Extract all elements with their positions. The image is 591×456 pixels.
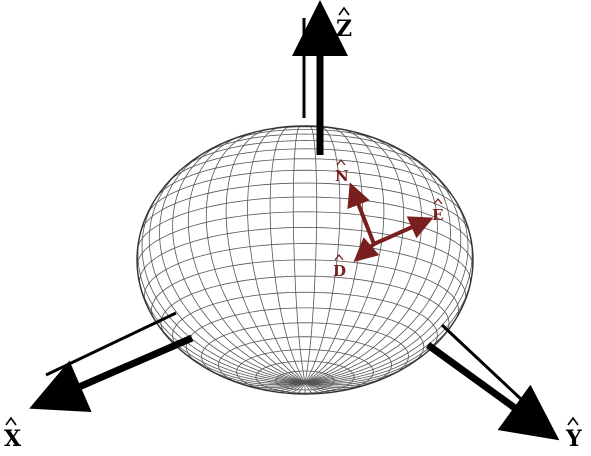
down-hat bbox=[334, 253, 344, 261]
globe-grid-line bbox=[187, 135, 306, 383]
globe-grid-line bbox=[255, 360, 355, 394]
north-hat bbox=[336, 158, 346, 166]
globe-grid-line bbox=[225, 128, 306, 383]
globe-grid-line bbox=[304, 150, 451, 383]
globe-grid-line bbox=[139, 226, 471, 285]
x-axis-outer-line bbox=[45, 311, 177, 377]
globe-grid-line bbox=[304, 187, 469, 383]
globe-grid-line bbox=[148, 162, 306, 383]
down-arrow bbox=[353, 237, 380, 262]
globe-grid-line bbox=[141, 187, 306, 383]
globe-grid-line bbox=[304, 131, 405, 383]
y-axis-arrow bbox=[425, 342, 560, 441]
globe-grid-line bbox=[205, 131, 306, 383]
x-axis-hat bbox=[5, 416, 17, 426]
globe-outline bbox=[136, 125, 474, 395]
globe-grid-line bbox=[137, 196, 473, 249]
y-axis-hat bbox=[567, 416, 579, 426]
z-axis-hat bbox=[338, 6, 350, 16]
globe-grid-line bbox=[304, 162, 462, 383]
globe-grid-line bbox=[218, 336, 392, 388]
globe-grid-line bbox=[247, 127, 306, 383]
globe-grid-line bbox=[275, 370, 335, 391]
globe-grid-line bbox=[182, 140, 428, 169]
globe-grid-line bbox=[140, 182, 470, 232]
globe-grid-line bbox=[304, 140, 438, 383]
globe-grid-line bbox=[304, 268, 473, 383]
ned-frame: N E D bbox=[333, 158, 443, 280]
globe-grid-line bbox=[292, 126, 306, 383]
globe-grid-line bbox=[160, 275, 450, 336]
y-axis: Y bbox=[425, 323, 582, 452]
globe-grid-line bbox=[304, 126, 318, 383]
globe-grid-line bbox=[159, 150, 306, 383]
y-axis-label: Y bbox=[565, 426, 582, 452]
z-axis: Z bbox=[292, 0, 352, 155]
x-axis-arrow bbox=[29, 334, 194, 412]
down-label: D bbox=[333, 262, 346, 280]
globe-grid-line bbox=[137, 222, 306, 383]
globe-grid-line bbox=[172, 291, 438, 352]
globe-grid-line bbox=[146, 169, 464, 215]
globe-grid-line bbox=[172, 140, 306, 383]
east-hat bbox=[433, 197, 443, 205]
x-axis: X bbox=[4, 311, 194, 452]
globe-grid-line bbox=[236, 349, 374, 394]
globe-grid-line bbox=[304, 222, 473, 383]
z-axis-label: Z bbox=[336, 16, 352, 42]
globe bbox=[136, 125, 474, 395]
east-arrow bbox=[373, 216, 434, 246]
globe-grid-line bbox=[137, 268, 306, 383]
globe-grid-line bbox=[304, 135, 423, 383]
globe-grid-line bbox=[304, 126, 341, 383]
north-arrow bbox=[347, 182, 376, 245]
x-axis-label: X bbox=[4, 426, 22, 452]
globe-grid-line bbox=[143, 243, 467, 305]
globe-grid-line bbox=[167, 148, 443, 184]
east-label: E bbox=[432, 206, 443, 224]
globe-grid-line bbox=[269, 126, 306, 383]
north-label: N bbox=[335, 167, 349, 185]
globe-grid-line bbox=[200, 133, 410, 156]
